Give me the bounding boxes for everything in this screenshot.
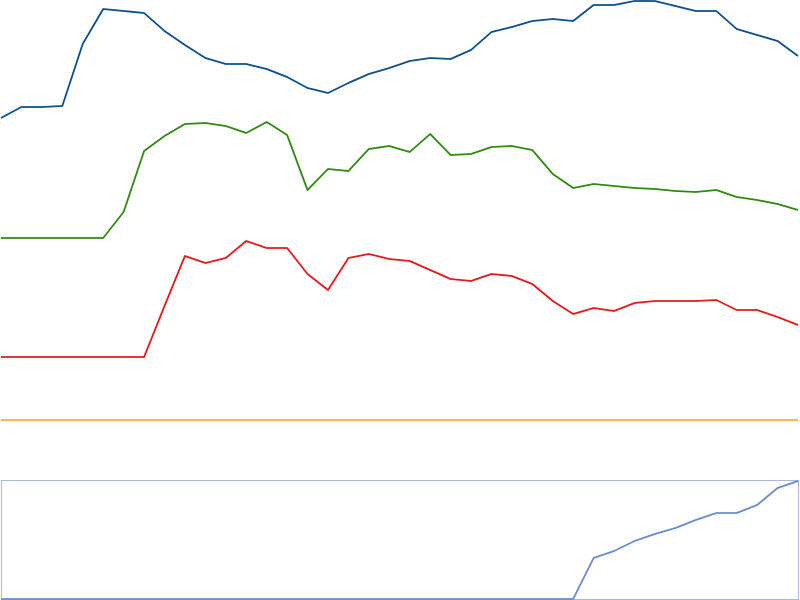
series-line-5 [1,480,799,600]
chart-panels [1,480,799,600]
series-line-2 [1,121,799,239]
bottom-panel-frame [1,480,799,600]
series-line-3 [1,240,799,358]
series-line-1 [0,0,799,119]
